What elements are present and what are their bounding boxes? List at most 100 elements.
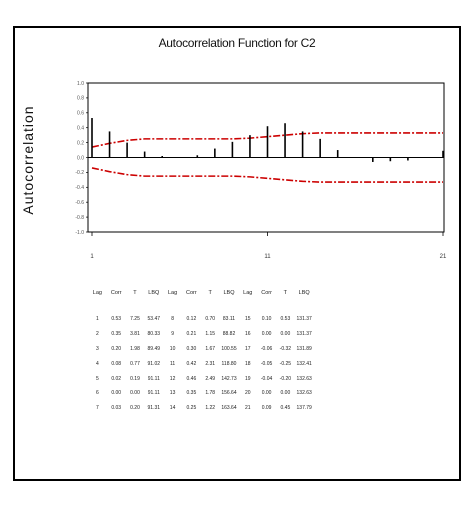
chart-title: Autocorrelation Function for C2 — [158, 36, 316, 50]
y-tick-label: 0.8 — [77, 96, 84, 102]
table-cell: 131.37 — [296, 316, 312, 323]
table-cell: 131.37 — [296, 331, 312, 338]
table-cell: 11 — [169, 360, 176, 367]
table-cell: 163.64 — [221, 405, 237, 412]
table-cell: -0.25 — [279, 360, 292, 367]
table-cell: 91.02 — [147, 360, 161, 367]
table-cell: 100.55 — [221, 345, 237, 352]
table-cell: 6 — [96, 390, 99, 397]
table-cell: 2.49 — [205, 375, 216, 382]
table-cell: 13 — [169, 390, 176, 397]
table-cell: 7.25 — [130, 316, 140, 323]
table-row: 4 0.08 0.77 91.02 11 0.42 2.31 118.80 18 -0.05 -0.… — [88, 356, 314, 371]
y-ticks: 1.0 0.8 0.6 0.4 0.2 0.0 -0.2 -0.4 -0.6 -0.8 -1.0 — [75, 81, 444, 236]
table-header-cell: LBQ — [298, 290, 310, 296]
table-cell: -0.04 — [260, 375, 273, 382]
table-row: 5 0.02 0.19 91.11 12 0.46 2.49 142.73 19 -0.04 -0.… — [88, 371, 314, 386]
y-tick-label: 1.0 — [77, 81, 84, 87]
table-header-cell: LBQ — [223, 290, 235, 296]
table-cell: 0.53 — [111, 316, 122, 323]
table-cell: 53.47 — [147, 316, 161, 323]
table-cell: -0.06 — [260, 345, 273, 352]
table-cell: 0.00 — [111, 390, 122, 397]
table-cell: 142.73 — [221, 375, 237, 382]
table-cell: 0.10 — [261, 316, 272, 323]
table-cell: 89.49 — [147, 345, 161, 352]
acf-bars — [91, 118, 444, 162]
table-cell: 20 — [244, 390, 251, 397]
y-tick-label: -0.2 — [75, 170, 84, 176]
table-cell: 1.78 — [205, 390, 216, 397]
table-cell: 132.41 — [296, 360, 312, 367]
table-cell: -0.05 — [260, 360, 273, 367]
table-cell: 0.00 — [261, 331, 272, 338]
y-tick-label: -1.0 — [75, 230, 84, 236]
table-header-cell: Lag — [243, 290, 253, 296]
acf-stats-table: Lag Corr T LBQ Lag Corr T LBQ Lag Corr T LBQ 1 0.53 7.… — [88, 290, 314, 416]
table-cell: 0.20 — [111, 345, 122, 352]
table-cell: 2.31 — [205, 360, 216, 367]
table-cell: 5 — [96, 375, 99, 382]
table-cell: 17 — [244, 345, 251, 352]
table-cell: 83.11 — [222, 316, 236, 323]
table-cell: 0.00 — [280, 390, 291, 397]
table-cell: 9 — [171, 331, 174, 338]
y-tick-label: -0.8 — [75, 215, 84, 221]
table-cell: 118.80 — [221, 360, 237, 367]
table-cell: 1.22 — [205, 405, 216, 412]
y-tick-label: 0.0 — [77, 155, 84, 161]
table-cell: 91.11 — [147, 375, 160, 382]
y-tick-label: 0.6 — [77, 111, 84, 117]
table-cell: 88.82 — [222, 331, 236, 338]
table-cell: 3.81 — [130, 331, 140, 338]
table-cell: 132.63 — [296, 390, 312, 397]
table-row: 3 0.20 1.98 89.49 10 0.30 1.67 100.55 17 -0.06 -0.… — [88, 342, 314, 357]
table-cell: 0.30 — [186, 345, 197, 352]
table-cell: 0.19 — [130, 375, 140, 382]
table-cell: 80.33 — [147, 331, 161, 338]
table-header-cell: Corr — [261, 290, 272, 296]
table-cell: 0.00 — [130, 390, 140, 397]
table-header-cell: Corr — [186, 290, 197, 296]
table-cell: 91.31 — [147, 405, 161, 412]
table-cell: 3 — [96, 345, 99, 352]
table-cell: 19 — [244, 375, 251, 382]
table-header-row: Lag Corr T LBQ Lag Corr T LBQ Lag Corr T LBQ — [88, 290, 314, 312]
table-cell: 0.09 — [261, 405, 272, 412]
table-cell: 0.46 — [186, 375, 197, 382]
table-cell: 91.11 — [147, 390, 160, 397]
table-cell: 0.42 — [186, 360, 197, 367]
table-cell: 0.25 — [186, 405, 197, 412]
table-cell: 0.21 — [186, 331, 197, 338]
table-cell: 0.70 — [205, 316, 216, 323]
y-tick-label: -0.6 — [75, 200, 84, 206]
x-tick-label: 11 — [264, 254, 271, 260]
table-cell: 16 — [244, 331, 251, 338]
table-header-cell: LBQ — [148, 290, 160, 296]
table-cell: 0.45 — [280, 405, 291, 412]
table-cell: 2 — [96, 331, 99, 338]
table-cell: 12 — [169, 375, 176, 382]
table-cell: 10 — [169, 345, 176, 352]
lower-confidence-limit — [91, 167, 443, 183]
table-cell: 0.03 — [111, 405, 122, 412]
table-row: 2 0.35 3.81 80.33 9 0.21 1.15 88.82 16 0.00 0.00 13… — [88, 327, 314, 342]
table-cell: 1.98 — [130, 345, 140, 352]
table-row: 6 0.00 0.00 91.11 13 0.35 1.78 156.64 20 0.00 0.00… — [88, 386, 314, 401]
table-cell: 0.35 — [186, 390, 197, 397]
y-tick-label: 0.2 — [77, 140, 84, 146]
table-cell: 0.35 — [111, 331, 122, 338]
table-row: 7 0.03 0.20 91.31 14 0.25 1.22 163.64 21 0.09 0.45… — [88, 401, 314, 416]
table-cell: 1.15 — [205, 331, 216, 338]
table-cell: 0.02 — [111, 375, 122, 382]
table-cell: 15 — [244, 316, 251, 323]
table-cell: 0.53 — [280, 316, 291, 323]
table-cell: 131.89 — [296, 345, 312, 352]
table-cell: -0.32 — [279, 345, 292, 352]
table-cell: 0.08 — [111, 360, 122, 367]
y-tick-label: -0.4 — [75, 185, 84, 191]
table-header-cell: Lag — [92, 290, 102, 296]
table-cell: 156.64 — [221, 390, 237, 397]
table-row: 1 0.53 7.25 53.47 8 0.12 0.70 83.11 15 0.10 0.53 13… — [88, 312, 314, 327]
